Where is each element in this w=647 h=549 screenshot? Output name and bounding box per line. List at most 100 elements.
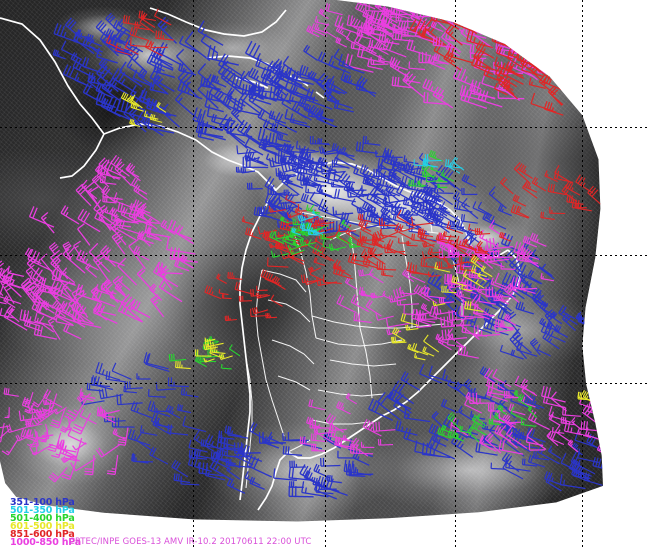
wind-barb — [84, 454, 95, 476]
wind-barb — [325, 78, 346, 95]
wind-barb — [515, 300, 534, 315]
wind-barb — [521, 458, 538, 467]
wind-barb — [445, 24, 463, 46]
wind-barb — [256, 285, 268, 291]
wind-barb — [494, 272, 518, 293]
wind-barb — [428, 149, 444, 162]
wind-barb — [138, 230, 151, 247]
wind-barb — [432, 36, 455, 48]
wind-barb — [289, 481, 304, 488]
wind-barb — [95, 362, 121, 381]
wind-barb — [204, 98, 224, 113]
wind-barb — [536, 41, 559, 58]
wind-barb — [297, 155, 309, 166]
wind-barb — [570, 451, 596, 475]
wind-barb — [368, 268, 384, 284]
wind-barb — [342, 435, 355, 443]
wind-barb — [47, 315, 61, 340]
wind-barb — [0, 278, 4, 297]
wind-barb — [522, 0, 554, 17]
wind-barb — [409, 2, 431, 13]
wind-barb — [479, 0, 506, 13]
wind-barb — [0, 284, 22, 305]
wind-barb — [197, 129, 214, 141]
wind-barb — [550, 41, 566, 57]
wind-barb — [303, 44, 319, 61]
wind-barb — [553, 61, 566, 78]
wind-barb — [308, 266, 322, 273]
wind-barb — [553, 24, 576, 44]
wind-barb — [104, 250, 125, 267]
wind-barb — [302, 436, 323, 450]
wind-barb — [522, 235, 538, 248]
wind-barb — [587, 185, 604, 208]
wind-barb — [275, 167, 296, 177]
wind-barb — [254, 82, 275, 94]
wind-barb — [499, 176, 514, 195]
wind-barb — [365, 42, 385, 61]
wind-barb — [387, 391, 403, 407]
wind-barb — [421, 6, 439, 17]
wind-barb — [47, 432, 62, 453]
wind-barb — [282, 445, 303, 456]
wind-barb — [258, 206, 277, 215]
wind-barb — [241, 216, 255, 225]
wind-barb — [502, 0, 521, 6]
wind-barb — [238, 295, 253, 302]
wind-barb — [414, 26, 438, 44]
wind-barb — [113, 192, 134, 209]
wind-barb — [123, 103, 147, 133]
wind-barb — [494, 0, 517, 14]
wind-barb — [55, 314, 74, 327]
wind-barb — [129, 203, 144, 214]
wind-barb — [23, 392, 34, 405]
wind-barb — [308, 163, 329, 180]
wind-barb — [64, 399, 87, 422]
wind-barb — [530, 38, 557, 62]
wind-barb — [136, 432, 154, 453]
wind-barb — [557, 55, 576, 69]
wind-barb — [526, 23, 550, 47]
wind-barb — [545, 25, 562, 45]
wind-barb — [262, 119, 282, 136]
wind-barb — [146, 226, 160, 240]
wind-barb — [249, 476, 265, 490]
wind-barb — [49, 285, 64, 309]
wind-barb — [112, 428, 125, 440]
wind-barb — [150, 294, 165, 318]
wind-barb — [281, 92, 307, 119]
wind-barb — [149, 113, 163, 123]
wind-barb — [48, 467, 68, 483]
wind-barb — [95, 20, 113, 42]
wind-barb — [394, 0, 422, 8]
wind-barb — [133, 184, 148, 201]
wind-barb — [427, 271, 441, 277]
wind-barb — [176, 48, 194, 74]
wind-barb — [128, 238, 146, 270]
wind-barb — [167, 219, 193, 240]
wind-barb — [136, 373, 151, 380]
wind-barb — [60, 283, 80, 305]
wind-barb — [422, 78, 444, 97]
wind-barb — [167, 424, 189, 436]
wind-barb — [165, 404, 181, 419]
wind-barb — [273, 468, 297, 481]
wind-barb — [287, 432, 309, 442]
wind-barb — [392, 380, 414, 405]
wind-barb — [148, 389, 166, 398]
wind-barb — [592, 457, 604, 472]
wind-barb — [120, 293, 143, 323]
wind-barb — [71, 412, 92, 435]
wind-barb — [149, 82, 168, 95]
wind-barb — [0, 425, 9, 430]
wind-barb — [418, 203, 442, 216]
wind-barb — [218, 288, 229, 296]
wind-barb — [126, 58, 146, 78]
wind-barb — [418, 51, 445, 64]
wind-barb — [408, 190, 429, 209]
wind-barb — [152, 74, 169, 95]
wind-barb — [520, 19, 536, 38]
wind-barb — [71, 308, 94, 325]
wind-barb — [51, 300, 66, 318]
wind-barb — [111, 67, 136, 94]
